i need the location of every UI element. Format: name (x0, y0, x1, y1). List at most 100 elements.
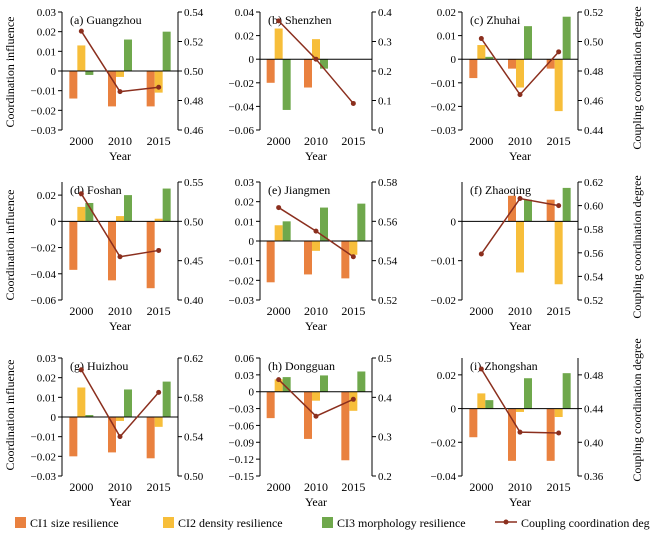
panel-4-ccd-point-2015 (156, 247, 162, 253)
panel-8-xtick-label: 2000 (267, 480, 291, 494)
panel-2-right-tick-label: 0.3 (378, 37, 392, 49)
panel-1-bar-ci2-2015 (154, 71, 163, 93)
panel-9: (i) Zhongshan 0.02 0 −0.02 −0.04 0.48 0.44 0.40… (431, 358, 604, 509)
panel-6-right-tick-label: 0.56 (584, 248, 604, 260)
panel-1-left-tick-label: −0.02 (31, 105, 56, 117)
panel-9-bar-ci1-2010 (508, 408, 516, 461)
panel-9-xlabel: Year (509, 495, 531, 509)
panel-2-bar-ci1-2010 (304, 59, 312, 88)
panel-6-right-tick-label: 0.60 (584, 201, 604, 213)
panel-3-bar-ci1-2010 (508, 59, 516, 69)
panel-8-right-tick-label: 0.4 (378, 392, 392, 404)
panel-5-right-tick-label: 0.58 (378, 177, 398, 189)
panel-7-bar-ci2-2000 (77, 387, 86, 417)
panel-8-left-tick-label: −0.12 (229, 454, 254, 466)
panel-4-left-tick-label: 0.02 (37, 190, 56, 202)
panel-3-left-tick-label: 0.01 (437, 31, 456, 43)
panel-8-left-tick-label: −0.09 (229, 437, 255, 449)
panel-8-right-tick-label: 0.3 (378, 432, 392, 444)
panel-2-right-tick-label: 0.4 (378, 7, 392, 19)
panel-1-right-tick-label: 0.46 (184, 125, 204, 137)
panel-4-bar-ci3-2000 (85, 202, 94, 222)
panel-7-title: (g) Huizhou (70, 359, 128, 373)
panel-2-xtick-label: 2015 (341, 134, 365, 148)
panel-6-left-tick-label: −0.02 (431, 295, 456, 307)
panel-8-left-tick-label: −0.06 (229, 420, 255, 432)
panel-4-right-tick-label: 0.55 (184, 177, 204, 189)
panel-3-xlabel: Year (509, 149, 531, 163)
panel-3-bar-ci3-2015 (562, 16, 571, 60)
panel-4-bar-ci2-2015 (154, 218, 163, 222)
panel-3-xtick-label: 2015 (547, 134, 571, 148)
panel-2-bar-ci1-2000 (266, 59, 275, 83)
panel-8-ccd-point-2000 (276, 377, 282, 383)
panel-8-left-tick-label: 0.06 (235, 353, 255, 365)
panel-4-ccd-point-2010 (117, 254, 123, 260)
panel-9-right-tick-label: 0.44 (584, 404, 604, 416)
panel-6-xtick-label: 2010 (508, 304, 532, 318)
panel-1-bar-ci2-2000 (77, 45, 86, 71)
panel-3-ccd-point-2010 (517, 92, 523, 98)
panel-2-left-tick-label: 0 (249, 54, 255, 66)
panel-2-bar-ci3-2000 (282, 59, 291, 110)
panel-6-xtick-label: 2000 (469, 304, 493, 318)
panel-3-left-tick-label: −0.02 (431, 101, 456, 113)
panel-5-left-tick-label: −0.01 (229, 256, 254, 268)
panel-5-bar-ci3-2000 (282, 221, 291, 241)
panel-5-ccd-point-2000 (276, 205, 282, 211)
panel-1-bar-ci1-2010 (108, 71, 116, 107)
panel-2-ccd-point-2000 (276, 18, 282, 24)
panel-4-right-tick-label: 0.45 (184, 256, 204, 268)
panel-9-xtick-label: 2000 (469, 480, 493, 494)
panel-8-ccd-point-2015 (350, 396, 356, 402)
panel-7-xtick-label: 2010 (108, 480, 132, 494)
panel-5-left-tick-label: 0.03 (235, 177, 255, 189)
panel-5-right-tick-label: 0.56 (378, 216, 398, 228)
panel-6-left-tick-label: 0 (451, 216, 457, 228)
panel-3-right-tick-label: 0.46 (584, 96, 604, 108)
panel-9-ccd-point-2015 (556, 430, 562, 436)
panel-4-left-tick-label: −0.04 (31, 269, 57, 281)
panel-6-bar-ci1-2010 (508, 195, 516, 222)
panel-4-left-tick-label: 0 (51, 216, 57, 228)
panel-1-left-tick-label: 0.01 (37, 46, 56, 58)
panel-3-right-tick-label: 0.52 (584, 7, 603, 19)
panel-7-ccd-point-2015 (156, 389, 162, 395)
panel-3-bar-ci3-2010 (524, 26, 532, 60)
panel-2-left-tick-label: 0.04 (235, 7, 255, 19)
panel-8-bar-ci2-2010 (312, 391, 320, 401)
panel-7-bar-ci2-2010 (116, 417, 124, 421)
panel-4-bar-ci1-2015 (146, 221, 155, 289)
panel-7-bar-ci3-2010 (124, 389, 132, 417)
panel-6-right-tick-label: 0.52 (584, 295, 603, 307)
panel-5-left-tick-label: 0 (249, 236, 255, 248)
panel-9-bar-ci3-2000 (485, 400, 494, 409)
panel-5-left-tick-label: 0.02 (235, 197, 254, 209)
panel-8-bar-ci3-2000 (282, 377, 291, 392)
legend: CI1 size resilience CI2 density resilien… (15, 516, 650, 530)
panel-8-ccd-point-2010 (313, 413, 319, 419)
panel-1-left-tick-label: 0.02 (37, 27, 56, 39)
panel-8-bar-ci2-2000 (274, 379, 283, 392)
panel-6-xlabel: Year (509, 319, 531, 333)
panel-6-bar-ci1-2015 (546, 199, 555, 222)
legend-marker-ccd (503, 519, 509, 525)
panel-1-bar-ci3-2015 (162, 31, 171, 72)
panel-5-bar-ci2-2010 (312, 241, 320, 251)
panel-3-bar-ci1-2015 (546, 59, 555, 69)
panel-3-right-tick-label: 0.50 (584, 37, 604, 49)
legend-swatch-ci2 (163, 517, 174, 528)
panel-9-title: (i) Zhongshan (470, 359, 538, 373)
panel-1-right-tick-label: 0.50 (184, 66, 204, 78)
panel-1-ccd-point-2015 (156, 84, 162, 90)
panel-3-right-tick-label: 0.44 (584, 125, 604, 137)
panel-1-right-tick-label: 0.48 (184, 96, 204, 108)
panel-7-left-tick-label: 0.02 (37, 373, 56, 385)
panel-8-bar-ci1-2010 (304, 391, 312, 439)
panel-5-bar-ci1-2000 (266, 241, 275, 283)
left-ylabel-row1: Coordination influence (3, 17, 17, 128)
panel-8-title: (h) Dongguan (268, 359, 335, 373)
panels: (a) Guangzhou 0.03 0.02 0.01 0 −0.01 −0.02 −0.0… (31, 7, 604, 509)
panel-3-bar-ci2-2000 (477, 45, 486, 60)
panel-6-right-tick-label: 0.58 (584, 224, 604, 236)
